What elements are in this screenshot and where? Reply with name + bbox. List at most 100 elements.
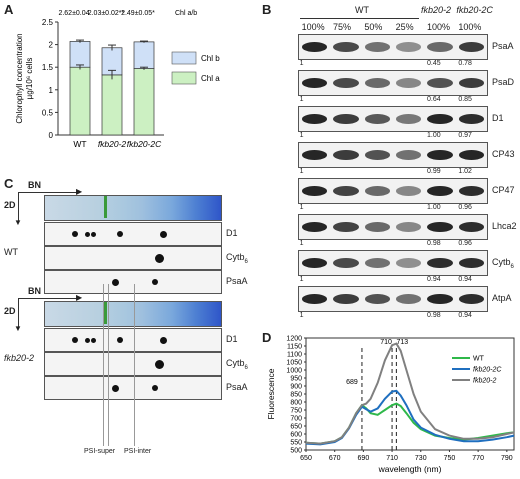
protein-band xyxy=(396,258,422,268)
protein-band xyxy=(458,294,484,304)
y-tick-label: 850 xyxy=(290,392,302,399)
bn-arrow-line xyxy=(18,192,78,193)
wt-group-line xyxy=(300,18,420,19)
protein-band xyxy=(364,222,390,232)
gel-row-psaa xyxy=(44,270,222,294)
protein-band xyxy=(333,294,359,304)
blot-label-d1: D1 xyxy=(492,113,504,123)
protein-band xyxy=(302,186,328,196)
bn-gel-strip xyxy=(44,195,222,221)
protein-band xyxy=(364,78,390,88)
bottom-label-psi-super: PSI-super xyxy=(84,448,116,455)
gel-row-psaa xyxy=(44,376,222,400)
alignment-guide xyxy=(103,284,104,446)
lane-header: 50% xyxy=(364,22,383,32)
protein-spot xyxy=(84,231,90,237)
protein-band xyxy=(427,258,453,268)
blot-lhca2 xyxy=(298,214,488,240)
group-label: WT xyxy=(4,247,18,257)
blot-atpa xyxy=(298,286,488,312)
quantification-value: 0.94 xyxy=(427,276,441,283)
protein-band xyxy=(396,294,422,304)
protein-spot xyxy=(117,231,123,237)
quantification-value: 1 xyxy=(299,204,304,211)
legend-label: Chl a xyxy=(201,74,220,83)
protein-band xyxy=(427,78,453,88)
bn-gel-strip xyxy=(44,301,222,327)
quantification-value: 0.97 xyxy=(458,132,472,139)
protein-band xyxy=(396,150,422,160)
quantification-value: 1 xyxy=(299,132,304,139)
y-axis-unit-label: µg/10⁶ cells xyxy=(25,58,34,100)
quantification-value: 1.00 xyxy=(427,132,441,139)
blot-label-cp43: CP43 xyxy=(492,149,515,159)
protein-band xyxy=(364,42,390,52)
protein-band xyxy=(333,150,359,160)
peak-marker-label: 689 xyxy=(346,379,358,386)
quantification-value: 1 xyxy=(299,240,304,247)
x-tick-label: 670 xyxy=(329,455,341,462)
protein-band xyxy=(302,114,328,124)
protein-band xyxy=(364,294,390,304)
protein-spot xyxy=(152,385,158,391)
protein-band xyxy=(427,186,453,196)
protein-band xyxy=(458,78,484,88)
x-category-label: WT xyxy=(73,139,86,149)
lane-header: 75% xyxy=(333,22,352,32)
protein-band xyxy=(427,150,453,160)
blot-cp47 xyxy=(298,178,488,204)
protein-spot xyxy=(90,231,96,237)
protein-band xyxy=(427,114,453,124)
chl-ratio-label: 2.49±0.05* xyxy=(121,10,155,17)
protein-band xyxy=(302,258,328,268)
mutant-header-fkb20-2: fkb20-2 xyxy=(421,5,452,15)
gel-row-cytb6 xyxy=(44,352,222,376)
protein-spot xyxy=(111,384,119,392)
lane-header: 100% xyxy=(458,22,482,32)
y-tick-label: 700 xyxy=(290,416,302,423)
mutant-header-fkb20-2c: fkb20-2C xyxy=(456,5,493,15)
protein-spot xyxy=(72,337,78,343)
green-band xyxy=(104,302,107,324)
quantification-value: 1 xyxy=(299,60,304,67)
lane-header: 100% xyxy=(427,22,451,32)
bn-arrow-line xyxy=(18,298,78,299)
y-tick-label: 1150 xyxy=(287,344,302,351)
protein-spot xyxy=(159,336,167,344)
y-tick-label: 800 xyxy=(290,400,302,407)
bottom-label-psi-inter: PSI-inter xyxy=(124,448,152,455)
quantification-value: 1.00 xyxy=(427,204,441,211)
quantification-value: 1 xyxy=(299,276,304,283)
x-tick-label: 710 xyxy=(386,455,398,462)
blot-psaa xyxy=(298,34,488,60)
2d-arrow-line xyxy=(18,192,19,222)
protein-band xyxy=(458,42,484,52)
protein-band xyxy=(396,114,422,124)
panel-a-letter: A xyxy=(4,2,14,17)
quantification-value: 1.02 xyxy=(458,168,472,175)
chl-ratio-title: Chl a/b xyxy=(175,10,197,17)
y-axis-label: Fluorescence xyxy=(266,368,276,419)
alignment-guide xyxy=(108,284,109,446)
row-label: D1 xyxy=(226,228,238,238)
quantification-value: 0.99 xyxy=(427,168,441,175)
subscript: 6 xyxy=(244,258,248,265)
quantification-value: 1 xyxy=(299,96,304,103)
protein-band xyxy=(427,222,453,232)
quantification-value: 0.45 xyxy=(427,60,441,67)
y-tick-label: 1100 xyxy=(287,352,302,359)
blot-psad xyxy=(298,70,488,96)
protein-band xyxy=(458,222,484,232)
y-tick-label: 750 xyxy=(290,408,302,415)
panel-a-bar-chart: 0 0.5 1 1.5 2 2.5 Chlorophyll concentration µg/… xyxy=(15,10,220,149)
gel-row-cytb6 xyxy=(44,246,222,270)
group-label: fkb20-2 xyxy=(4,353,35,363)
legend-swatch xyxy=(171,71,197,85)
x-tick-label: 750 xyxy=(444,455,456,462)
protein-band xyxy=(364,114,390,124)
quantification-value: 0.96 xyxy=(458,240,472,247)
protein-band xyxy=(333,258,359,268)
quantification-value: 0.94 xyxy=(458,276,472,283)
protein-band xyxy=(458,186,484,196)
blot-cytb6 xyxy=(298,250,488,276)
